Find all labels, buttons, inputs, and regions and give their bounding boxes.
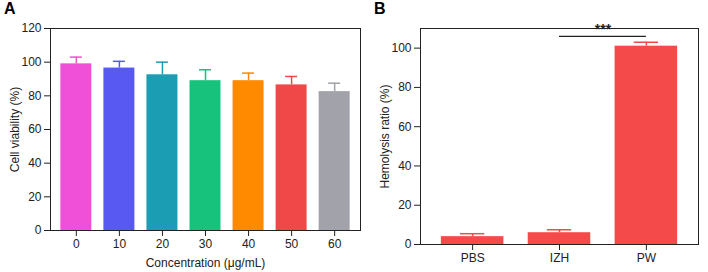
svg-text:40: 40 [28,156,42,170]
svg-text:0: 0 [405,237,412,251]
svg-text:***: *** [595,21,612,37]
svg-text:20: 20 [398,198,412,212]
svg-text:0: 0 [35,223,42,237]
svg-text:80: 80 [28,89,42,103]
svg-text:Hemolysis ratio (%): Hemolysis ratio (%) [378,84,392,188]
svg-text:60: 60 [28,122,42,136]
svg-text:20: 20 [156,237,170,251]
svg-text:40: 40 [398,159,412,173]
svg-text:Cell viability (%): Cell viability (%) [8,87,22,172]
svg-text:60: 60 [328,237,342,251]
svg-text:IZH: IZH [550,251,569,265]
svg-text:80: 80 [398,80,412,94]
svg-text:0: 0 [73,237,80,251]
svg-text:120: 120 [21,21,41,35]
svg-text:60: 60 [398,120,412,134]
svg-text:Concentration (μg/mL): Concentration (μg/mL) [146,256,266,270]
svg-text:PW: PW [637,251,657,265]
svg-text:100: 100 [391,41,411,55]
html-text:B: B [374,0,386,17]
svg-text:10: 10 [113,237,127,251]
svg-text:30: 30 [199,237,213,251]
svg-text:40: 40 [242,237,256,251]
html-text:A: A [4,0,16,17]
svg-text:100: 100 [21,55,41,69]
svg-text:PBS: PBS [461,251,485,265]
svg-text:20: 20 [28,190,42,204]
svg-text:50: 50 [285,237,299,251]
